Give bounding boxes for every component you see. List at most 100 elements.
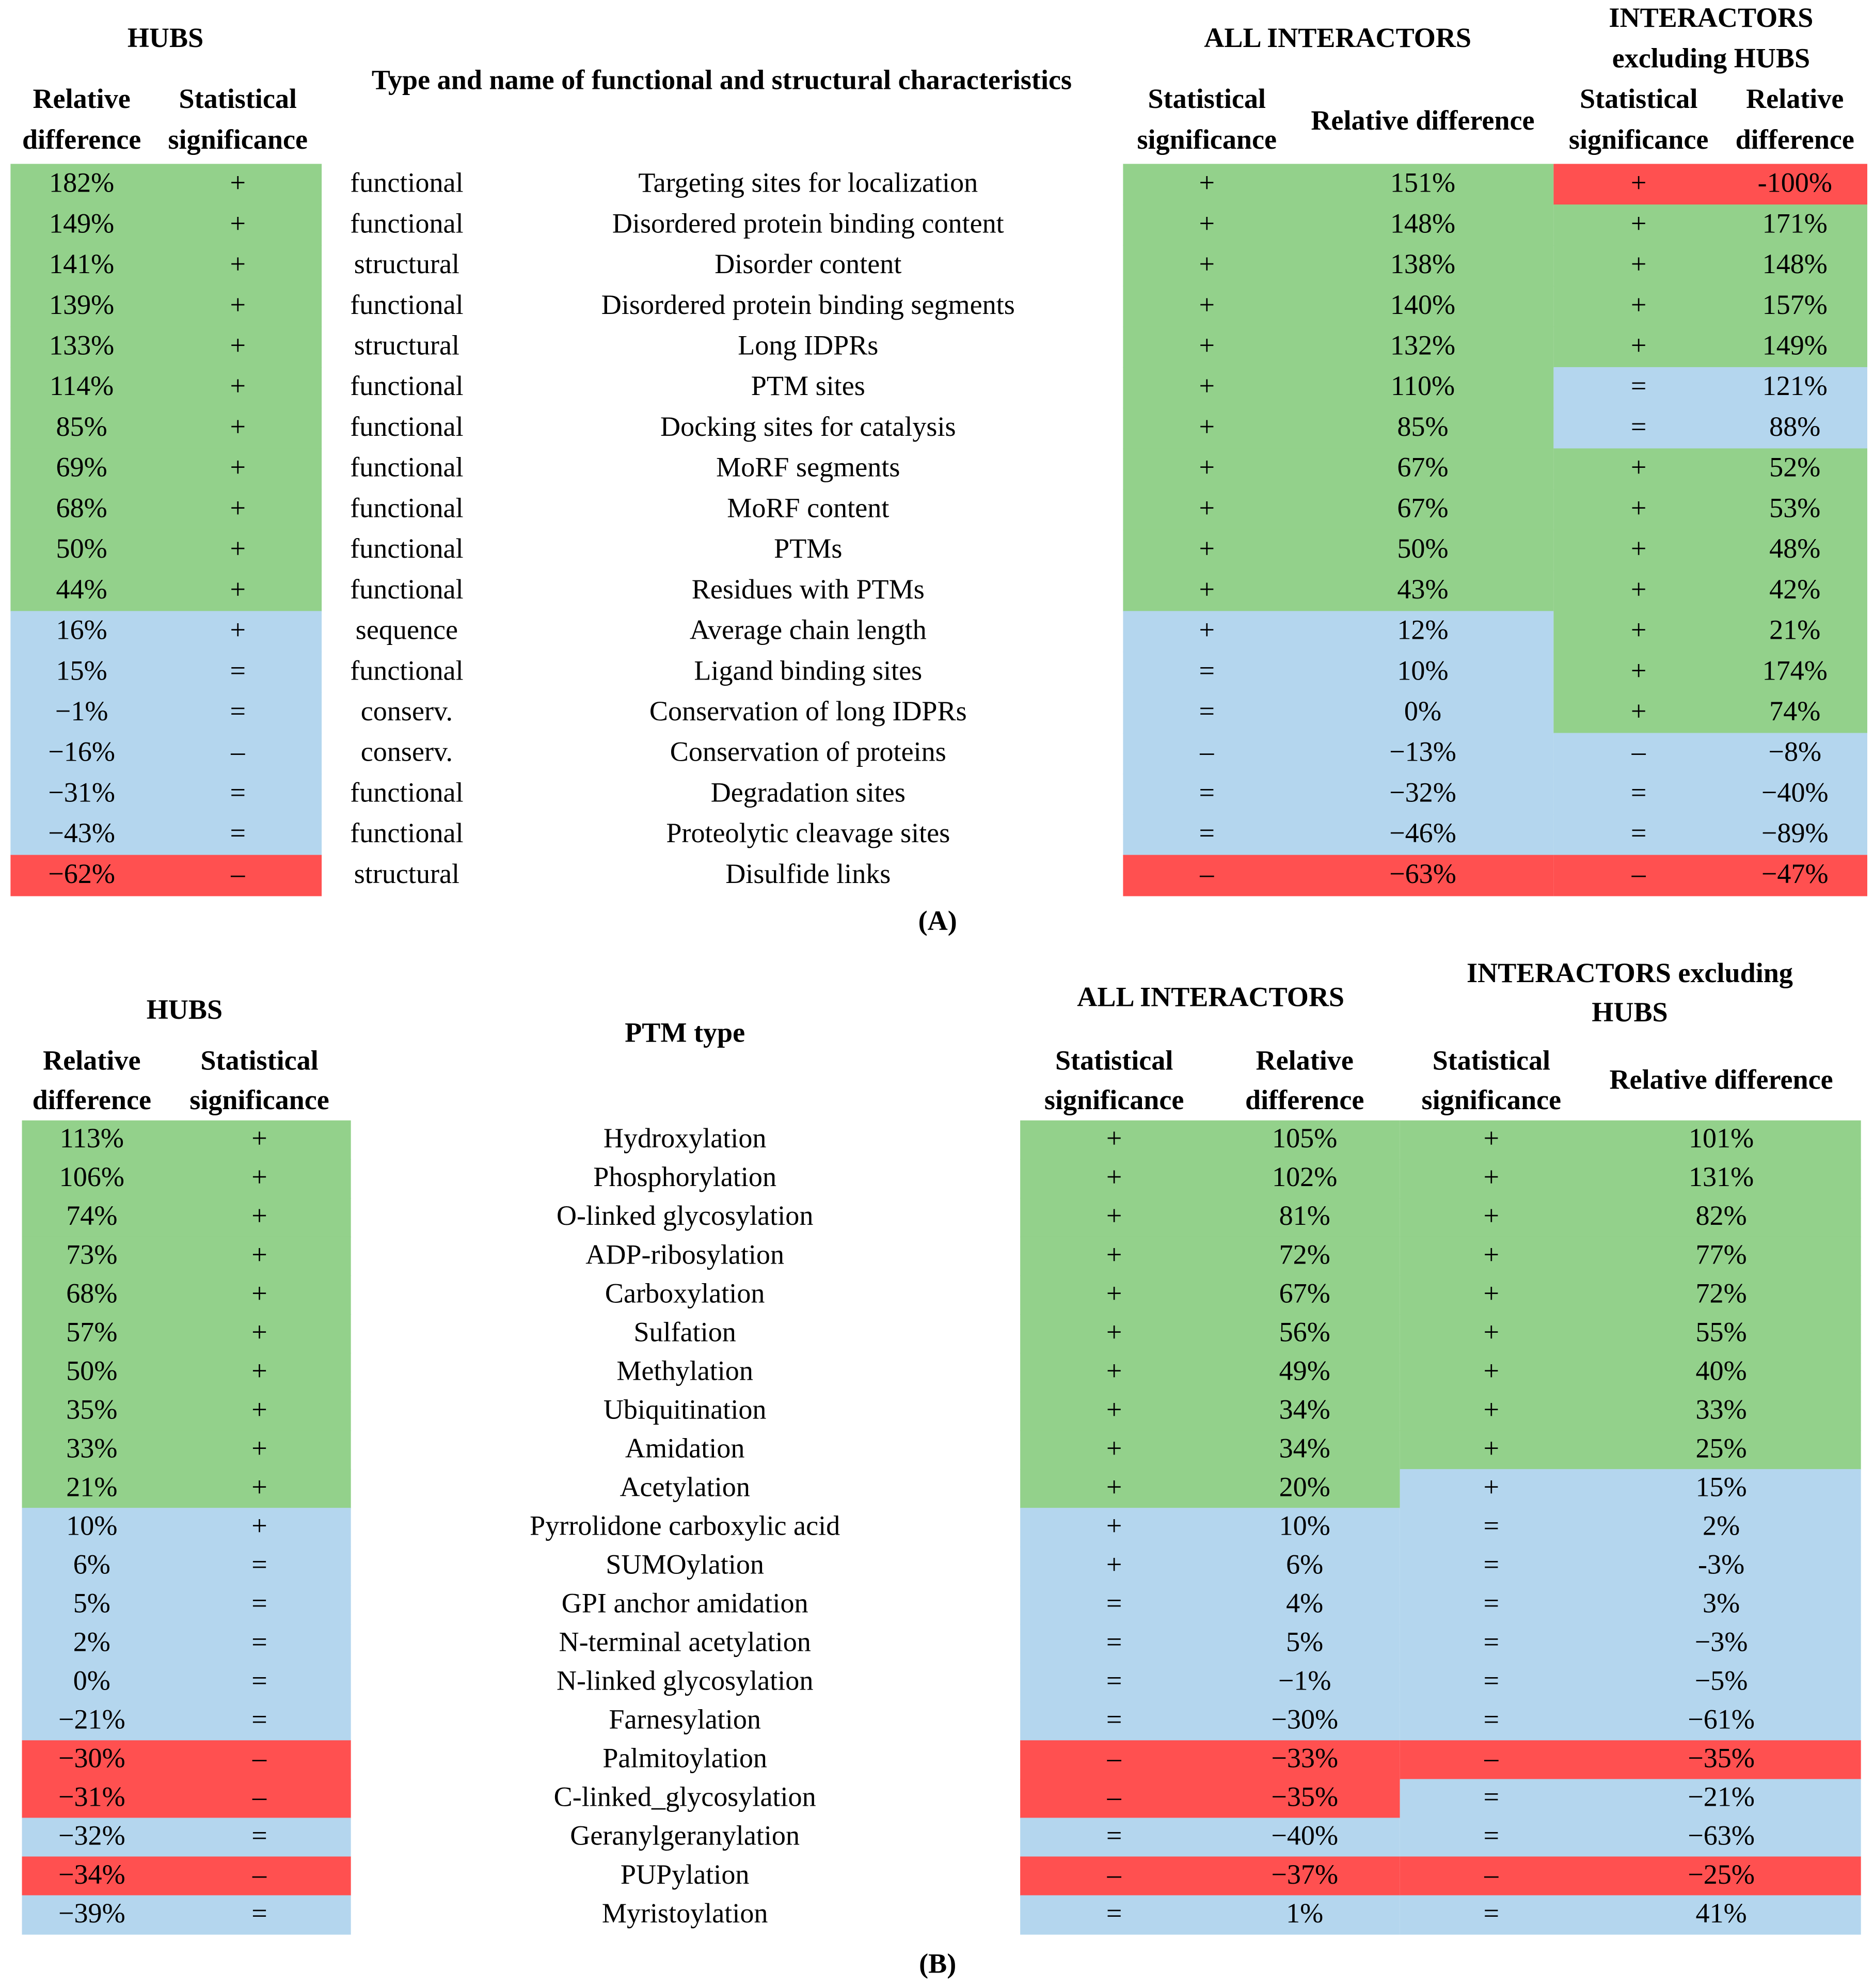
- cell-text: N-terminal acetylation: [559, 1627, 811, 1658]
- cell-text: +: [1106, 1355, 1122, 1386]
- cell-fill: [1400, 1701, 1861, 1741]
- cell-fill: [1400, 1895, 1861, 1935]
- cell-text: +: [1631, 167, 1647, 198]
- cell-text: 141%: [49, 248, 114, 279]
- cell-text: =: [1199, 696, 1215, 727]
- cell-text: conserv.: [361, 696, 453, 727]
- cell-fill: [1400, 1779, 1861, 1819]
- cell-text: =: [1631, 370, 1647, 401]
- cell-fill: [1020, 1895, 1400, 1935]
- cell-fill: [22, 1818, 351, 1857]
- cell-text: +: [1631, 696, 1647, 727]
- cell-text: +: [1106, 1432, 1122, 1463]
- cell-text: +: [1631, 289, 1647, 320]
- cell-text: +: [1106, 1471, 1122, 1502]
- cell-text: 68%: [56, 492, 107, 523]
- cell-text: ADP-ribosylation: [585, 1239, 784, 1270]
- cell-fill: [1553, 245, 1867, 287]
- cell-fill: [1123, 448, 1554, 490]
- cell-fill: [10, 367, 322, 408]
- cell-fill: [10, 245, 322, 287]
- cell-fill: [1123, 164, 1554, 206]
- cell-text: 131%: [1689, 1161, 1754, 1192]
- cell-text: +: [1631, 492, 1647, 523]
- cell-text: 77%: [1695, 1239, 1746, 1270]
- cell-text: 33%: [1695, 1394, 1746, 1425]
- cell-text: sequence: [356, 614, 458, 645]
- cell-text: 50%: [66, 1355, 117, 1386]
- cell-text: 5%: [73, 1588, 110, 1619]
- cell-text: +: [1199, 329, 1215, 360]
- cell-text: Docking sites for catalysis: [660, 411, 956, 442]
- cell-fill: [1020, 1314, 1400, 1354]
- cell-text: +: [1199, 167, 1215, 198]
- cell-text: 151%: [1390, 167, 1455, 198]
- cell-text: +: [230, 289, 246, 320]
- cell-fill: [22, 1120, 351, 1160]
- cell-text: Disorder content: [714, 248, 901, 279]
- cell-text: Palmitoylation: [602, 1743, 767, 1774]
- cell-text: functional: [350, 411, 463, 442]
- cell-fill: [1400, 1392, 1861, 1431]
- cell-text: functional: [350, 167, 463, 198]
- cell-text: +: [1199, 574, 1215, 605]
- cell-text: −63%: [1688, 1820, 1755, 1851]
- cell-text: +: [1631, 574, 1647, 605]
- cell-text: +: [1631, 452, 1647, 483]
- cell-text: +: [1484, 1200, 1500, 1231]
- cell-text: −30%: [1271, 1704, 1338, 1735]
- cell-text: +: [1106, 1549, 1122, 1580]
- cell-text: −34%: [58, 1859, 125, 1890]
- column-header: INTERACTORS excluding: [1467, 957, 1793, 988]
- cell-fill: [22, 1469, 351, 1509]
- cell-text: 15%: [56, 655, 107, 686]
- cell-fill: [1123, 204, 1554, 246]
- column-header: Relative: [1256, 1045, 1354, 1076]
- column-header: difference: [1245, 1084, 1364, 1115]
- cell-text: =: [1484, 1510, 1500, 1541]
- cell-text: −21%: [58, 1704, 125, 1735]
- cell-text: PTMs: [774, 533, 842, 564]
- column-header: INTERACTORS: [1609, 2, 1813, 33]
- cell-text: −61%: [1688, 1704, 1755, 1735]
- cell-text: 4%: [1286, 1588, 1323, 1619]
- cell-fill: [1400, 1663, 1861, 1702]
- cell-text: =: [1484, 1820, 1500, 1851]
- cell-text: functional: [350, 655, 463, 686]
- cell-text: −3%: [1695, 1627, 1748, 1658]
- cell-text: −39%: [58, 1898, 125, 1929]
- cell-text: Disulfide links: [725, 858, 891, 889]
- cell-text: =: [1484, 1627, 1500, 1658]
- cell-text: +: [1631, 329, 1647, 360]
- cell-fill: [1020, 1779, 1400, 1819]
- cell-text: 85%: [56, 411, 107, 442]
- cell-fill: [10, 529, 322, 571]
- column-header: Relative difference: [1311, 105, 1534, 136]
- column-header: HUBS: [1592, 997, 1667, 1028]
- cell-fill: [1553, 448, 1867, 490]
- cell-text: Disordered protein binding segments: [601, 289, 1015, 320]
- cell-text: –: [1107, 1781, 1122, 1812]
- cell-text: +: [1199, 452, 1215, 483]
- column-header: difference: [33, 1084, 151, 1115]
- cell-text: +: [1484, 1161, 1500, 1192]
- cell-text: 73%: [66, 1239, 117, 1270]
- cell-text: 1%: [1286, 1898, 1323, 1929]
- cell-fill: [1123, 692, 1554, 734]
- cell-text: +: [251, 1432, 267, 1463]
- cell-fill: [1020, 1818, 1400, 1857]
- cell-text: 171%: [1762, 208, 1828, 239]
- cell-text: +: [1106, 1161, 1122, 1192]
- cell-text: –: [1107, 1859, 1122, 1890]
- cell-text: +: [230, 574, 246, 605]
- cell-text: =: [1631, 817, 1647, 848]
- cell-fill: [22, 1701, 351, 1741]
- cell-fill: [1553, 733, 1867, 775]
- cell-text: +: [251, 1394, 267, 1425]
- cell-text: 113%: [60, 1123, 124, 1154]
- cell-text: 55%: [1695, 1316, 1746, 1347]
- cell-text: 10%: [1279, 1510, 1330, 1541]
- cell-fill: [22, 1392, 351, 1431]
- cell-text: –: [252, 1781, 267, 1812]
